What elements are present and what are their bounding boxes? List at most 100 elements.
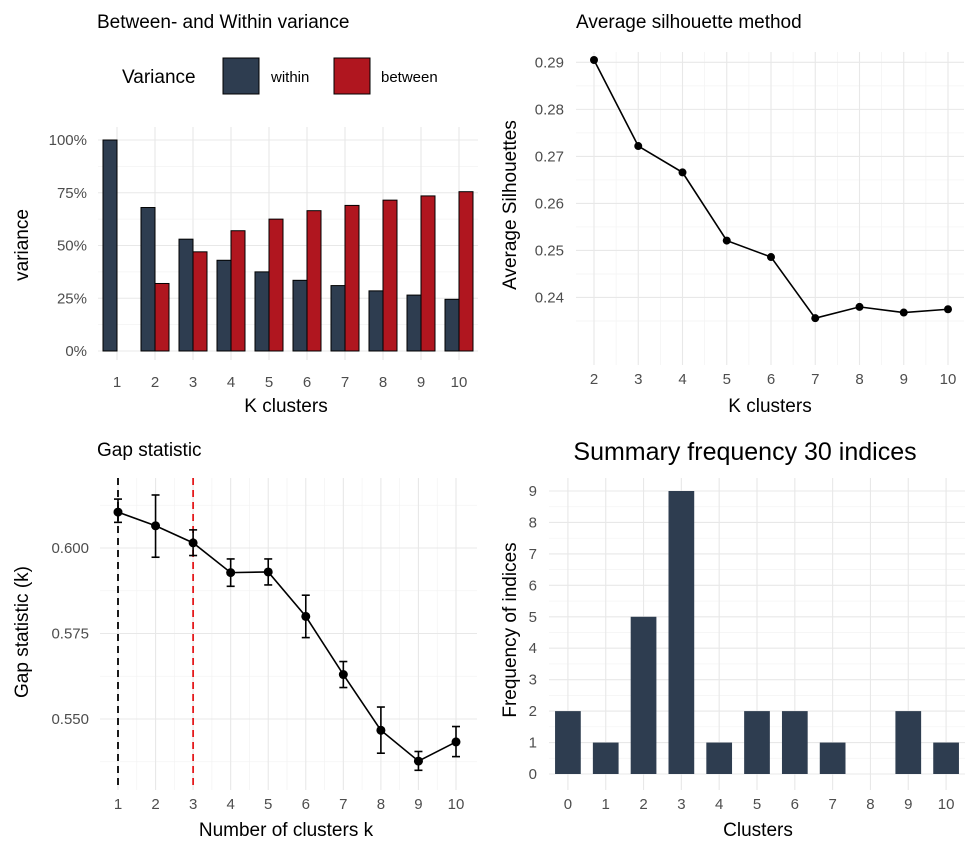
x-tick-label: 6 bbox=[791, 796, 799, 813]
variance-y-axis-title: variance bbox=[12, 209, 33, 281]
frequency-panel: Summary frequency 30 indices 0123456789 … bbox=[500, 438, 965, 841]
bar-within-6 bbox=[292, 279, 308, 352]
frequency-bar-4 bbox=[706, 742, 733, 774]
gap-line bbox=[113, 494, 461, 772]
y-tick-label: 0.600 bbox=[51, 540, 89, 557]
variance-x-tick-labels: 1 2 3 4 5 6 7 8 9 10 bbox=[113, 374, 468, 391]
bar-within-9 bbox=[406, 294, 422, 352]
y-tick-label: 0.575 bbox=[51, 626, 89, 643]
bar-within-10 bbox=[444, 298, 460, 352]
y-tick-label: 0 bbox=[529, 766, 537, 783]
gap-point-1 bbox=[113, 507, 123, 517]
y-tick-label: 6 bbox=[529, 577, 537, 594]
x-tick-label: 10 bbox=[451, 374, 468, 391]
silhouette-point-3 bbox=[634, 142, 643, 151]
legend-between-key bbox=[333, 57, 371, 95]
x-tick-label: 10 bbox=[940, 371, 957, 388]
frequency-x-tick-labels: 0 1 2 3 4 5 6 7 8 9 10 bbox=[564, 796, 955, 813]
gap-x-tick-labels: 1 2 3 4 5 6 7 8 9 10 bbox=[114, 796, 465, 813]
x-tick-label: 9 bbox=[900, 371, 908, 388]
gap-y-axis-title: Gap statistic (k) bbox=[12, 566, 33, 698]
bar-between-6 bbox=[306, 210, 322, 352]
silhouette-line bbox=[590, 56, 952, 323]
bar-between-9 bbox=[420, 195, 436, 352]
y-tick-label: 4 bbox=[529, 640, 537, 657]
x-tick-label: 0 bbox=[564, 796, 572, 813]
silhouette-gridlines bbox=[576, 52, 964, 365]
y-tick-label: 0.26 bbox=[535, 195, 564, 212]
x-tick-label: 7 bbox=[811, 371, 819, 388]
bar-between-2 bbox=[154, 282, 170, 352]
gap-point-7 bbox=[338, 670, 348, 680]
x-tick-label: 7 bbox=[341, 374, 349, 391]
x-tick-label: 6 bbox=[302, 796, 310, 813]
bar-within-8 bbox=[368, 290, 384, 352]
bar-between-5 bbox=[268, 218, 284, 352]
frequency-bars bbox=[555, 491, 959, 774]
variance-bars bbox=[102, 139, 474, 352]
silhouette-panel: Average silhouette method 0.240.250.260.… bbox=[500, 12, 964, 417]
y-tick-label: 0.28 bbox=[535, 101, 564, 118]
x-tick-label: 9 bbox=[417, 374, 425, 391]
variance-y-tick-labels: 0% 25% 50% 75% 100% bbox=[49, 132, 87, 360]
x-tick-label: 5 bbox=[265, 374, 273, 391]
y-tick-label: 9 bbox=[529, 483, 537, 500]
x-tick-label: 1 bbox=[113, 374, 121, 391]
silhouette-x-axis-title: K clusters bbox=[728, 396, 811, 417]
silhouette-point-5 bbox=[722, 236, 731, 245]
x-tick-label: 4 bbox=[226, 796, 234, 813]
x-tick-label: 8 bbox=[866, 796, 874, 813]
gap-point-5 bbox=[263, 567, 273, 577]
silhouette-point-10 bbox=[944, 305, 952, 314]
frequency-x-axis-title: Clusters bbox=[723, 820, 793, 841]
frequency-bar-5 bbox=[744, 711, 770, 774]
bar-between-4 bbox=[230, 230, 246, 352]
variance-panel: Between- and Within variance Variance wi… bbox=[12, 12, 478, 417]
y-tick-label: 8 bbox=[529, 514, 537, 531]
frequency-bar-7 bbox=[819, 742, 846, 774]
frequency-bar-3 bbox=[668, 491, 695, 774]
x-tick-label: 2 bbox=[151, 796, 159, 813]
gap-point-10 bbox=[451, 737, 461, 747]
x-tick-label: 10 bbox=[448, 796, 465, 813]
frequency-bar-6 bbox=[781, 711, 808, 774]
gap-point-9 bbox=[413, 756, 423, 766]
x-tick-label: 10 bbox=[938, 796, 955, 813]
gap-y-tick-labels: 0.550 0.575 0.600 bbox=[51, 540, 89, 728]
frequency-bar-0 bbox=[555, 711, 581, 774]
bar-within-1 bbox=[102, 139, 118, 352]
y-tick-label: 50% bbox=[57, 238, 87, 255]
x-tick-label: 6 bbox=[767, 371, 775, 388]
y-tick-label: 0% bbox=[65, 343, 87, 360]
bar-between-7 bbox=[344, 204, 360, 352]
y-tick-label: 0.27 bbox=[535, 148, 564, 165]
variance-legend-title: Variance bbox=[122, 67, 196, 88]
y-tick-label: 0.29 bbox=[535, 54, 564, 71]
gap-point-2 bbox=[151, 521, 161, 531]
gap-point-8 bbox=[376, 725, 386, 735]
frequency-y-tick-labels: 0 1 2 3 4 5 6 7 8 9 bbox=[529, 483, 537, 783]
y-tick-label: 0.24 bbox=[535, 289, 564, 306]
silhouette-x-tick-labels: 2 3 4 5 6 7 8 9 10 bbox=[590, 371, 957, 388]
x-tick-label: 1 bbox=[602, 796, 610, 813]
y-tick-label: 3 bbox=[529, 672, 537, 689]
bar-within-5 bbox=[254, 271, 270, 352]
x-tick-label: 3 bbox=[189, 796, 197, 813]
bar-within-3 bbox=[178, 238, 194, 352]
x-tick-label: 1 bbox=[114, 796, 122, 813]
x-tick-label: 4 bbox=[678, 371, 686, 388]
x-tick-label: 9 bbox=[904, 796, 912, 813]
gap-point-3 bbox=[188, 538, 198, 548]
gap-series-line bbox=[117, 511, 457, 763]
frequency-bar-9 bbox=[895, 711, 922, 774]
silhouette-point-2 bbox=[590, 56, 598, 64]
silhouette-y-tick-labels: 0.24 0.25 0.26 0.27 0.28 0.29 bbox=[535, 54, 564, 306]
silhouette-point-8 bbox=[855, 302, 864, 311]
x-tick-label: 5 bbox=[753, 796, 761, 813]
gap-x-axis-title: Number of clusters k bbox=[199, 820, 374, 841]
x-tick-label: 6 bbox=[303, 374, 311, 391]
gap-title: Gap statistic bbox=[97, 440, 202, 461]
bar-between-10 bbox=[458, 191, 474, 352]
gap-point-6 bbox=[301, 611, 311, 621]
